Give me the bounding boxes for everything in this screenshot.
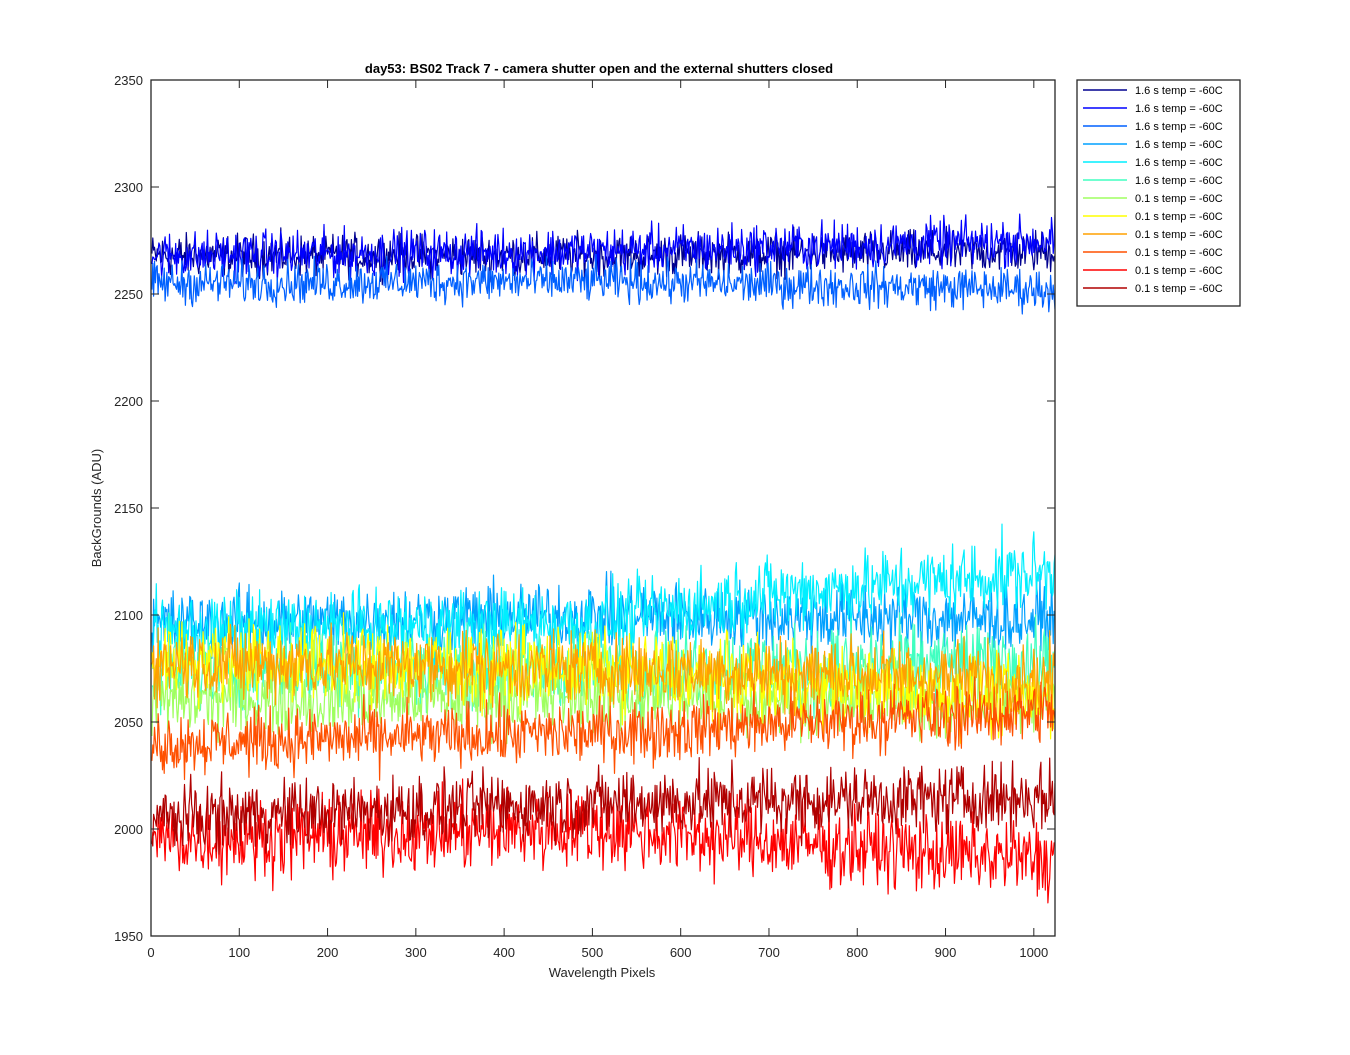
- series-line-4: [151, 570, 1055, 664]
- x-tick-label: 200: [317, 945, 339, 960]
- axes: 0 100 200 300 400 500 600 700 800 900 1000 1950 2000…: [114, 73, 1056, 960]
- legend-entry-label: 1.6 s temp = -60C: [1135, 175, 1223, 187]
- legend-entry-label: 0.1 s temp = -60C: [1135, 193, 1223, 205]
- series-line-10: [151, 676, 1055, 781]
- legend-entry-label: 0.1 s temp = -60C: [1135, 247, 1223, 259]
- chart-title: day53: BS02 Track 7 - camera shutter ope…: [365, 61, 833, 76]
- series-line-3: [151, 253, 1055, 315]
- series-line-9: [151, 622, 1055, 725]
- x-tick-label: 100: [228, 945, 250, 960]
- y-tick-label: 2000: [114, 822, 143, 837]
- y-tick-label: 2050: [114, 715, 143, 730]
- y-tick-label: 2100: [114, 608, 143, 623]
- y-tick-label: 2350: [114, 73, 143, 88]
- y-tick-label: 2300: [114, 180, 143, 195]
- series-line-5: [151, 523, 1055, 679]
- x-tick-label: 1000: [1019, 945, 1048, 960]
- series-line-12: [151, 757, 1055, 855]
- y-tick-label: 2200: [114, 394, 143, 409]
- y-tick-label: 2250: [114, 287, 143, 302]
- legend-entry-label: 0.1 s temp = -60C: [1135, 283, 1223, 295]
- x-tick-label: 300: [405, 945, 427, 960]
- legend-entry-label: 0.1 s temp = -60C: [1135, 211, 1223, 223]
- plot-lines: [151, 213, 1055, 904]
- x-tick-label: 800: [846, 945, 868, 960]
- legend-entry-label: 0.1 s temp = -60C: [1135, 265, 1223, 277]
- legend-entry-label: 0.1 s temp = -60C: [1135, 229, 1223, 241]
- legend-entry-label: 1.6 s temp = -60C: [1135, 85, 1223, 97]
- legend-entry-label: 1.6 s temp = -60C: [1135, 139, 1223, 151]
- x-tick-label: 600: [670, 945, 692, 960]
- x-axis-label: Wavelength Pixels: [549, 965, 656, 980]
- legend-box: [1076, 79, 1241, 307]
- y-tick-label: 2150: [114, 501, 143, 516]
- x-tick-label: 0: [147, 945, 154, 960]
- x-tick-label: 400: [493, 945, 515, 960]
- series-line-11: [151, 778, 1055, 904]
- x-tick-label: 500: [582, 945, 604, 960]
- y-axis-label: BackGrounds (ADU): [89, 449, 104, 567]
- legend-entry-label: 1.6 s temp = -60C: [1135, 121, 1223, 133]
- y-tick-label: 1950: [114, 929, 143, 944]
- legend: 1.6 s temp = -60C 1.6 s temp = -60C 1.6 s …: [1076, 79, 1241, 307]
- x-tick-label: 900: [935, 945, 957, 960]
- series-line-2: [151, 213, 1055, 285]
- x-tick-label: 700: [758, 945, 780, 960]
- legend-entry-label: 1.6 s temp = -60C: [1135, 103, 1223, 115]
- legend-entry-label: 1.6 s temp = -60C: [1135, 157, 1223, 169]
